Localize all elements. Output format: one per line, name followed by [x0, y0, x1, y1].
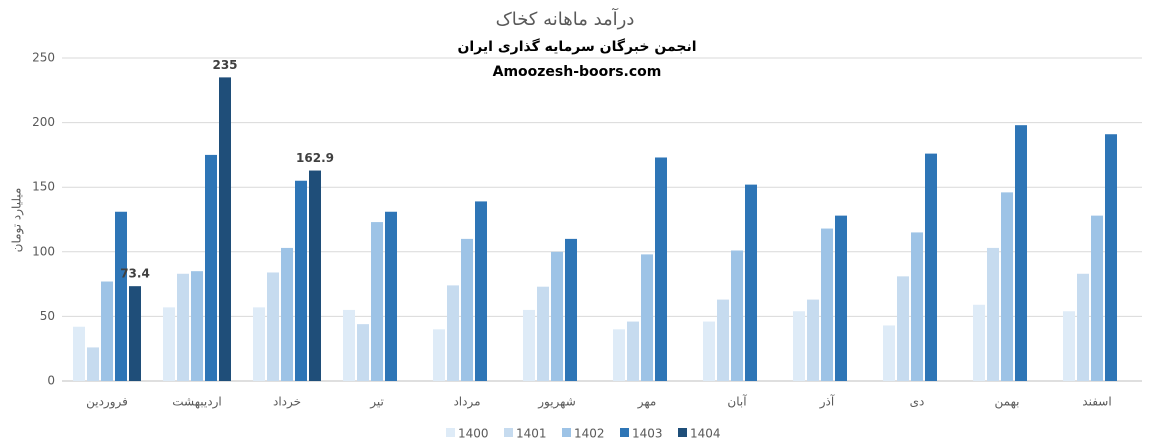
- legend-swatch: [562, 428, 571, 437]
- bar: [447, 285, 459, 381]
- bar: [343, 309, 355, 381]
- bar: [385, 211, 397, 381]
- x-tick-label: مهر: [637, 395, 657, 410]
- bar: [101, 281, 113, 381]
- bar: [295, 180, 307, 381]
- bar: [219, 77, 231, 381]
- bar: [717, 299, 729, 381]
- bar: [1077, 273, 1089, 381]
- legend-swatch: [504, 428, 513, 437]
- x-tick-label: فروردین: [86, 395, 128, 410]
- bar: [371, 222, 383, 381]
- x-tick-label: تیر: [369, 395, 384, 410]
- bar: [523, 309, 535, 381]
- bar: [267, 272, 279, 381]
- bar: [987, 247, 999, 381]
- bar: [655, 157, 667, 381]
- bar: [731, 250, 743, 381]
- data-label: 73.4: [120, 267, 150, 281]
- x-tick-label: اسفند: [1082, 395, 1111, 409]
- x-tick-label: آذر: [819, 394, 835, 410]
- y-tick-label: 0: [47, 374, 55, 388]
- bar: [911, 232, 923, 381]
- bar: [177, 273, 189, 381]
- bar: [1105, 134, 1117, 381]
- bar: [703, 321, 715, 381]
- legend-label: 1401: [516, 427, 547, 441]
- bar: [461, 238, 473, 381]
- bar: [1091, 215, 1103, 381]
- chart-source: Amoozesh-boors.com: [493, 64, 662, 80]
- y-tick-label: 250: [32, 51, 55, 65]
- x-tick-label: آبان: [727, 394, 747, 409]
- bar: [641, 254, 653, 381]
- legend-label: 1402: [574, 427, 605, 441]
- bar: [433, 329, 445, 381]
- x-tick-label: بهمن: [995, 395, 1020, 410]
- bar: [115, 211, 127, 381]
- y-axis-label: میلیارد تومان: [10, 188, 25, 253]
- bar: [897, 276, 909, 381]
- bar: [281, 247, 293, 381]
- bar: [253, 307, 265, 381]
- bar: [1001, 192, 1013, 381]
- legend-swatch: [620, 428, 629, 437]
- bar: [73, 326, 85, 381]
- bar: [883, 325, 895, 381]
- chart-title: درآمد ماهانه کخاک: [496, 7, 635, 30]
- legend-label: 1403: [632, 427, 663, 441]
- x-tick-label: خرداد: [273, 395, 301, 410]
- bar: [205, 154, 217, 381]
- bar: [821, 228, 833, 381]
- legend-swatch: [446, 428, 455, 437]
- legend-label: 1400: [458, 427, 489, 441]
- bar: [1015, 125, 1027, 382]
- bar: [627, 321, 639, 381]
- x-tick-label: اردیبهشت: [172, 395, 221, 410]
- x-tick-label: دی: [910, 395, 925, 409]
- bar: [745, 184, 757, 381]
- bar: [87, 347, 99, 381]
- bar: [835, 215, 847, 381]
- bar: [129, 286, 141, 381]
- legend-label: 1404: [690, 427, 721, 441]
- bar: [191, 271, 203, 381]
- data-label: 162.9: [296, 151, 334, 165]
- bar: [613, 329, 625, 381]
- y-tick-label: 100: [32, 244, 55, 258]
- bar: [475, 201, 487, 381]
- bar: [163, 307, 175, 381]
- data-label: 235: [212, 58, 237, 72]
- bar: [1063, 311, 1075, 381]
- x-tick-label: شهریور: [537, 395, 576, 410]
- bar: [925, 153, 937, 381]
- y-tick-label: 200: [32, 115, 55, 129]
- bar: [793, 311, 805, 381]
- bar: [537, 286, 549, 381]
- bar: [973, 304, 985, 381]
- y-tick-label: 50: [40, 309, 55, 323]
- bar: [357, 324, 369, 381]
- bar: [807, 299, 819, 381]
- y-tick-label: 150: [32, 180, 55, 194]
- bar: [551, 251, 563, 381]
- bar: [565, 238, 577, 381]
- bar: [309, 170, 321, 381]
- chart-subtitle: انجمن خبرگان سرمایه گذاری ایران: [457, 38, 696, 55]
- legend-swatch: [678, 428, 687, 437]
- x-tick-label: مرداد: [453, 395, 480, 410]
